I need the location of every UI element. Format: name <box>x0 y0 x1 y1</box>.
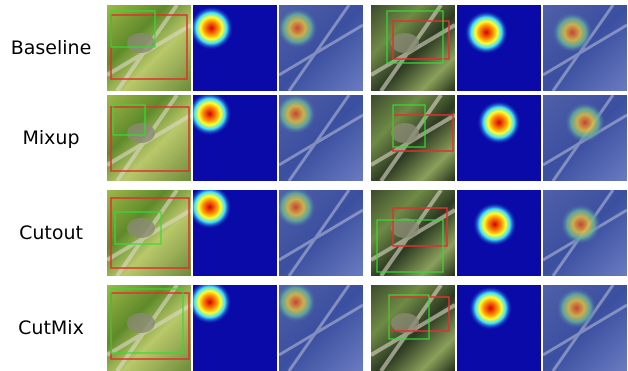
overlay-bird-b <box>543 285 627 371</box>
branch-shape <box>279 190 363 276</box>
bird-shape <box>127 313 155 333</box>
photo-bird-b <box>371 190 455 276</box>
row-label-cutout: Cutout <box>19 222 83 244</box>
bird-shape <box>391 313 419 333</box>
ground-truth-box <box>110 106 190 172</box>
heatmap-bird-b <box>457 285 541 371</box>
predicted-box <box>376 219 444 273</box>
heatmap-hotspot <box>193 6 234 51</box>
overlay-bird-b <box>543 95 627 181</box>
heatmap-bird-b <box>457 190 541 276</box>
predicted-box <box>110 288 184 354</box>
overlay-hotspot <box>279 8 318 49</box>
photo-bird-a <box>107 5 191 91</box>
photo-bird-a <box>107 95 191 181</box>
heatmap-bird-b <box>457 5 541 91</box>
predicted-box <box>392 104 426 148</box>
overlay-bird-a <box>279 285 363 371</box>
row-label-baseline: Baseline <box>10 37 92 59</box>
overlay-hotspot <box>556 288 597 329</box>
predicted-box <box>112 104 146 136</box>
branch-shape <box>279 5 363 91</box>
predicted-box <box>386 10 444 64</box>
overlay-bird-a <box>279 190 363 276</box>
ground-truth-box <box>392 20 450 60</box>
bird-shape <box>127 218 155 238</box>
heatmap-hotspot <box>193 95 232 136</box>
photo-bird-b <box>371 95 455 181</box>
predicted-box <box>388 294 430 340</box>
predicted-box <box>114 211 162 245</box>
heatmap-hotspot <box>477 100 521 145</box>
branch-shape <box>543 285 627 371</box>
overlay-bird-b <box>543 5 627 91</box>
heatmap-hotspot <box>193 285 232 325</box>
row-label-mixup: Mixup <box>22 127 80 149</box>
overlay-hotspot <box>279 285 316 323</box>
heatmap-bird-a <box>193 95 277 181</box>
heatmap-bird-a <box>193 285 277 371</box>
photo-bird-a <box>107 285 191 371</box>
overlay-bird-a <box>279 95 363 181</box>
heatmap-hotspot <box>468 286 513 331</box>
heatmap-bird-a <box>193 5 277 91</box>
heatmap-hotspot <box>472 202 517 247</box>
bird-shape <box>391 123 419 143</box>
overlay-bird-b <box>543 190 627 276</box>
predicted-box <box>110 10 156 48</box>
heatmap-bird-a <box>193 190 277 276</box>
overlay-hotspot <box>565 102 605 143</box>
bird-shape <box>391 33 419 53</box>
heatmap-hotspot <box>193 190 232 230</box>
heatmap-hotspot <box>464 10 509 55</box>
branch-shape <box>279 285 363 371</box>
photo-bird-a <box>107 190 191 276</box>
overlay-hotspot <box>279 95 316 134</box>
bird-shape <box>127 33 155 53</box>
bird-shape <box>127 123 155 143</box>
overlay-hotspot <box>552 12 593 53</box>
overlay-bird-a <box>279 5 363 91</box>
photo-bird-b <box>371 285 455 371</box>
ground-truth-box <box>392 207 448 247</box>
heatmap-bird-b <box>457 95 541 181</box>
branch-shape <box>279 95 363 181</box>
photo-bird-b <box>371 5 455 91</box>
bird-shape <box>391 218 419 238</box>
overlay-hotspot <box>279 190 316 228</box>
row-label-cutmix: CutMix <box>18 317 84 339</box>
ground-truth-box <box>110 197 190 269</box>
overlay-hotspot <box>560 204 601 245</box>
